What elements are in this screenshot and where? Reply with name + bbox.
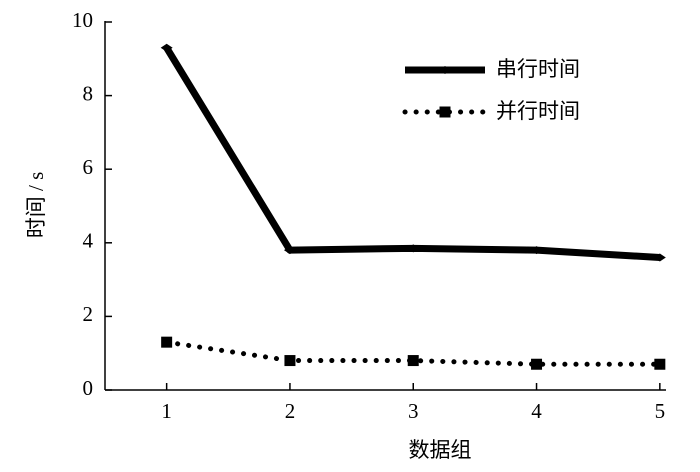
series-line xyxy=(164,339,663,367)
y-tick-label: 4 xyxy=(83,229,94,253)
x-tick-label: 4 xyxy=(531,399,542,423)
marker xyxy=(160,43,173,52)
series-line xyxy=(163,45,661,262)
marker xyxy=(439,106,451,118)
marker xyxy=(407,355,419,367)
marker xyxy=(161,336,173,348)
x-axis-label: 数据组 xyxy=(409,438,472,462)
marker xyxy=(283,246,296,255)
x-tick-label: 1 xyxy=(161,399,172,423)
legend-label: 并行时间 xyxy=(496,99,580,123)
y-tick-label: 8 xyxy=(83,81,94,105)
x-tick-label: 5 xyxy=(655,399,666,423)
y-tick-label: 2 xyxy=(83,302,94,326)
marker xyxy=(531,358,543,370)
y-tick-label: 6 xyxy=(83,155,94,179)
marker xyxy=(439,66,451,74)
marker xyxy=(284,355,296,367)
legend-label: 串行时间 xyxy=(496,57,580,81)
marker xyxy=(653,253,666,262)
marker xyxy=(654,358,666,370)
y-tick-label: 0 xyxy=(83,376,94,400)
y-tick-label: 10 xyxy=(72,8,93,32)
marker xyxy=(407,244,420,253)
marker xyxy=(530,246,543,255)
x-tick-label: 3 xyxy=(408,399,419,423)
x-tick-label: 2 xyxy=(285,399,296,423)
y-axis-label: 时间 / s xyxy=(24,172,48,239)
